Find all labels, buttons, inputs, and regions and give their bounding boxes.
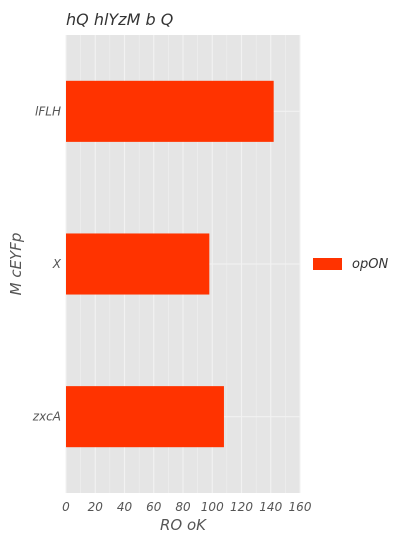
x-tick-label: 80	[175, 500, 191, 514]
x-tick-label: 120	[230, 500, 253, 514]
bar-lFLH	[66, 80, 274, 142]
chart-title: hQ hlYzM b Q	[66, 10, 173, 29]
x-tick-label: 160	[289, 500, 312, 514]
legend: opON	[313, 257, 388, 272]
y-tick-label: zxcA	[32, 410, 61, 424]
x-tick-label: 40	[117, 500, 133, 514]
y-axis-title: M cEYFp	[7, 233, 25, 296]
x-tick-label: 100	[201, 500, 224, 514]
y-tick-label: lFLH	[35, 104, 61, 118]
bar-zxcA	[66, 386, 224, 448]
bar-X	[66, 233, 210, 295]
y-tick-label: X	[52, 257, 62, 271]
x-tick-label: 0	[62, 500, 70, 514]
legend-label: opON	[352, 257, 388, 272]
x-axis-title: RO oK	[160, 516, 207, 534]
bars	[66, 80, 274, 448]
x-tick-label: 140	[259, 500, 282, 514]
legend-swatch	[313, 258, 342, 270]
x-tick-label: 20	[88, 500, 104, 514]
x-tick-label: 60	[146, 500, 162, 514]
x-axis-ticks: 0 20 40 60 80 100 120 140 160	[62, 500, 312, 514]
